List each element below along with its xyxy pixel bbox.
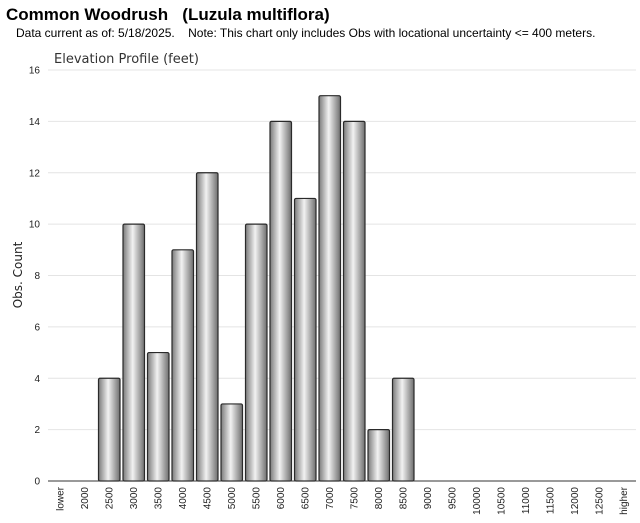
x-tick-label: 6000 — [276, 487, 287, 510]
x-tick-label: 3000 — [129, 487, 140, 510]
axes: 0 2 4 6 8 10 12 14 16 lower 2000 2500 3000 3500 4000 45… — [29, 66, 636, 515]
x-tick-label: 6500 — [300, 487, 311, 510]
bar-8000 — [367, 429, 391, 482]
x-tick-label: lower — [55, 486, 66, 511]
x-tick-label: 9500 — [447, 487, 458, 510]
page-title: Common Woodrush (Luzula multiflora) — [6, 5, 330, 24]
x-tick-label: 12500 — [594, 487, 605, 515]
bar-3000 — [122, 223, 146, 482]
bar-5000 — [220, 403, 244, 482]
y-tick-label: 6 — [34, 322, 40, 333]
bar-8500 — [391, 377, 415, 482]
x-tick-label: 8500 — [398, 487, 409, 510]
x-tick-label: 4500 — [202, 487, 213, 510]
x-tick-label: 11500 — [545, 487, 556, 515]
x-tick-label: 5000 — [227, 487, 238, 510]
x-tick-label: 3500 — [153, 487, 164, 510]
x-tick-label: 11000 — [521, 487, 532, 515]
x-tick-label: higher — [619, 486, 630, 514]
x-tick-label: 5500 — [251, 487, 262, 510]
y-tick-label: 8 — [34, 271, 40, 282]
bar-6500 — [293, 197, 317, 482]
y-tick-label: 14 — [29, 117, 41, 128]
y-tick-label: 16 — [29, 66, 41, 77]
y-tick-label: 12 — [29, 168, 41, 179]
x-tick-label: 4000 — [178, 487, 189, 510]
x-tick-label: 7000 — [325, 487, 336, 510]
y-tick-label: 2 — [34, 425, 40, 436]
page-subtitle: Data current as of: 5/18/2025. Note: Thi… — [16, 26, 596, 40]
bar-7000 — [318, 95, 342, 482]
bars — [97, 95, 415, 482]
x-tick-label: 9000 — [423, 487, 434, 510]
bar-5500 — [244, 223, 268, 482]
y-tick-label: 0 — [34, 477, 40, 488]
y-axis-title: Obs. Count — [11, 241, 25, 308]
x-tick-label: 10000 — [472, 487, 483, 515]
x-tick-label: 2000 — [80, 487, 91, 510]
grid-lines — [48, 69, 636, 482]
x-tick-label: 8000 — [374, 487, 385, 510]
bar-2500 — [97, 377, 121, 482]
x-tick-label: 12000 — [570, 487, 581, 515]
y-tick-label: 4 — [34, 374, 40, 385]
x-tick-label: 7500 — [349, 487, 360, 510]
x-tick-label: 2500 — [104, 487, 115, 510]
y-tick-label: 10 — [29, 220, 41, 231]
bar-7500 — [342, 120, 366, 482]
bar-6000 — [269, 120, 293, 482]
chart-title: Elevation Profile (feet) — [54, 52, 199, 67]
bar-3500 — [146, 351, 170, 482]
bar-4000 — [171, 249, 195, 482]
x-tick-label: 10500 — [496, 487, 507, 515]
bar-4500 — [195, 172, 219, 482]
